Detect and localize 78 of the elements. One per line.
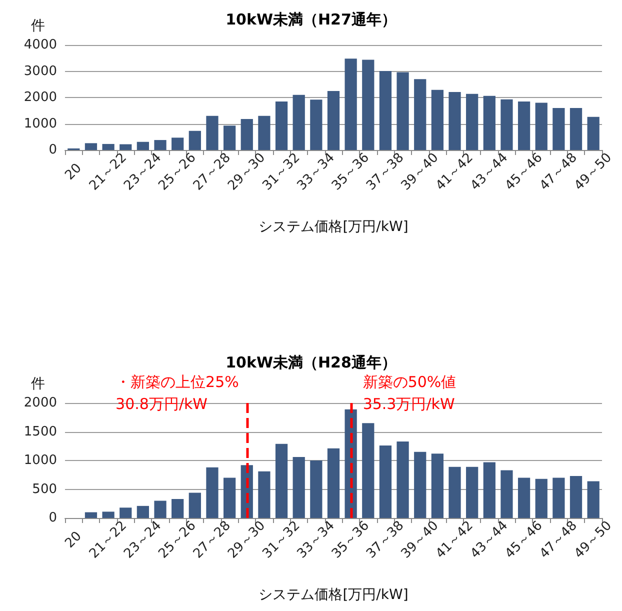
y-tick-label: 0 (48, 510, 57, 526)
bar (172, 499, 184, 518)
bar (188, 130, 201, 150)
ref-line-label: ・新築の上位25% 30.8万円/kW (116, 373, 239, 413)
bar (224, 126, 236, 150)
bar (258, 471, 270, 518)
bar (431, 454, 444, 518)
bar (535, 478, 548, 518)
y-tick-label: 1000 (24, 116, 57, 132)
bar (500, 99, 513, 150)
bar (275, 101, 288, 150)
bar (188, 492, 201, 518)
bar (206, 116, 218, 150)
bar (120, 144, 132, 150)
bar (136, 142, 150, 150)
bar (154, 140, 166, 150)
x-axis-title: システム価格[万円/kW] (258, 219, 408, 235)
bar (414, 452, 426, 518)
bar (379, 446, 392, 518)
ref-line-label: 新築の50%値 35.3万円/kW (362, 373, 456, 413)
bar (535, 102, 548, 150)
x-tick-label: 20 (62, 160, 85, 184)
bar (587, 481, 600, 518)
y-tick-label: 4000 (24, 38, 57, 52)
y-tick-label: 2000 (24, 90, 57, 105)
chart-title: 10kW未満（H27通年） (226, 10, 396, 28)
bar (587, 116, 600, 150)
bar (292, 457, 305, 518)
bar (518, 101, 530, 150)
bar (396, 72, 409, 150)
bar (448, 466, 461, 518)
y-tick-label: 1500 (24, 424, 57, 440)
bar (102, 512, 114, 518)
bar (172, 138, 184, 150)
bar (154, 500, 166, 518)
bar (552, 108, 565, 150)
bar (483, 96, 496, 150)
bar (570, 108, 582, 150)
bar (224, 478, 236, 518)
bar (206, 467, 218, 518)
bar (362, 60, 374, 150)
bar (570, 476, 582, 518)
y-tick-label: 500 (32, 482, 57, 497)
y-tick-label: 3000 (24, 64, 57, 79)
x-axis-title: システム価格[万円/kW] (258, 587, 408, 603)
bar (84, 512, 98, 518)
bar (483, 462, 496, 518)
bar (292, 94, 305, 150)
bar (258, 116, 270, 150)
bar (84, 143, 98, 150)
bar (396, 442, 409, 518)
chart-title: 10kW未満（H28通年） (226, 354, 396, 372)
bar (466, 466, 478, 518)
bar (344, 58, 357, 150)
y-tick-label: 0 (48, 142, 57, 158)
bar (552, 478, 565, 518)
bar (102, 144, 114, 150)
bar (500, 470, 513, 518)
bar (379, 70, 392, 150)
y-axis-title: 件 (31, 18, 45, 34)
bar (414, 79, 426, 150)
x-tick-label: 20 (62, 528, 85, 552)
bar (518, 478, 530, 518)
bar (466, 94, 478, 150)
y-axis-title: 件 (31, 376, 45, 392)
bar (136, 506, 150, 518)
bar (327, 90, 340, 150)
bar (448, 92, 461, 150)
bar (310, 100, 322, 150)
bar (362, 423, 374, 518)
y-tick-label: 1000 (24, 453, 57, 468)
bar (310, 460, 322, 518)
y-tick-label: 2000 (24, 396, 57, 410)
bar (120, 508, 132, 518)
bar (327, 448, 340, 518)
bar (240, 119, 253, 150)
bar (431, 90, 444, 150)
bar (275, 444, 288, 518)
